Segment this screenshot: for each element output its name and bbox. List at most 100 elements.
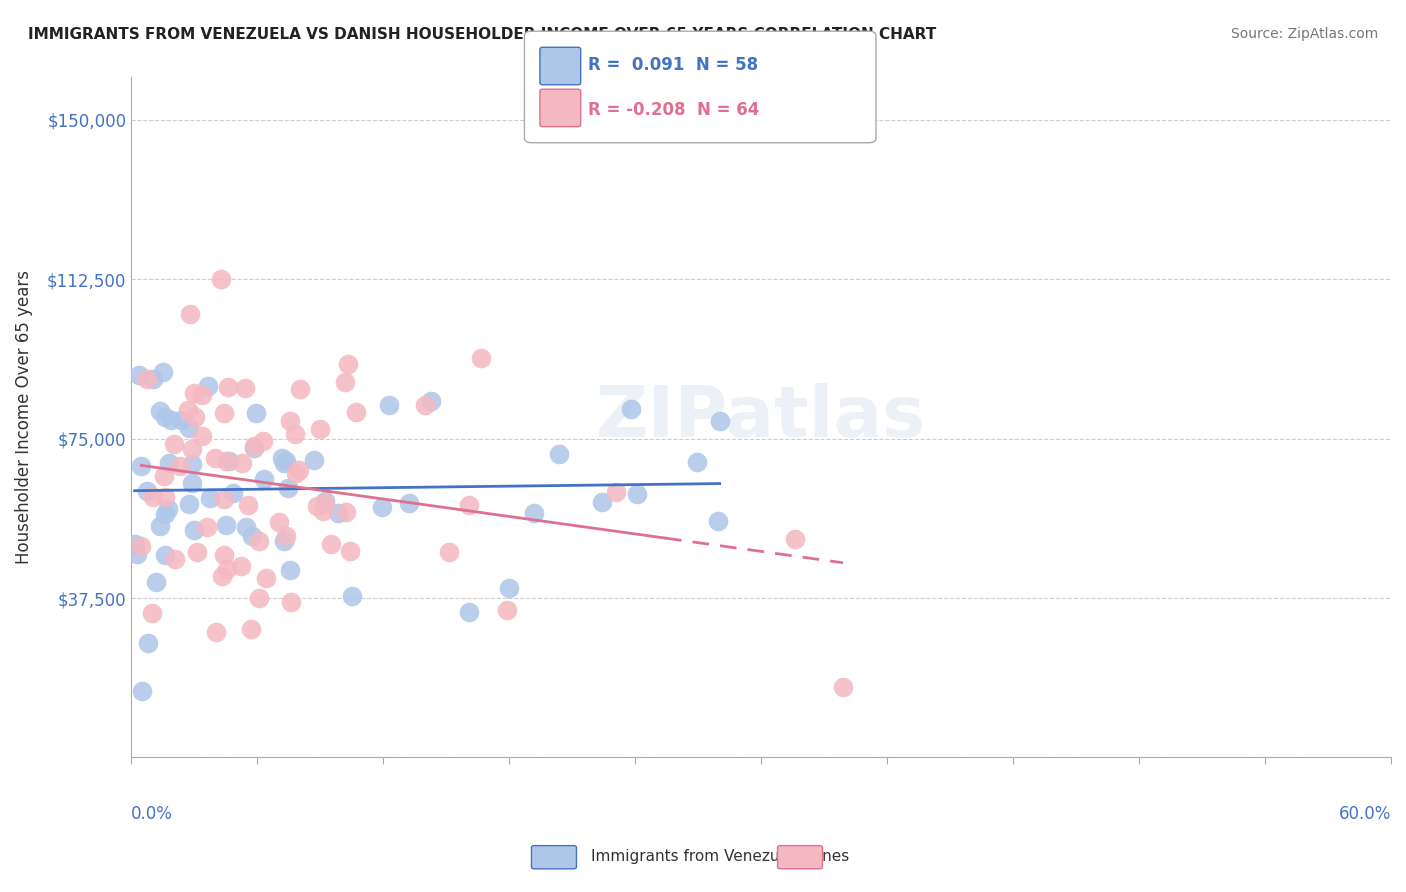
- Point: [339, 544, 361, 558]
- Point: [128, 368, 150, 382]
- Point: [335, 505, 357, 519]
- Point: [179, 307, 201, 321]
- Point: [707, 514, 730, 528]
- Point: [156, 501, 179, 516]
- Point: [686, 455, 709, 469]
- Point: [235, 520, 257, 534]
- Point: [243, 439, 266, 453]
- Point: [247, 591, 270, 606]
- Point: [152, 469, 174, 483]
- Point: [287, 463, 309, 477]
- Point: [314, 496, 336, 510]
- Point: [321, 537, 343, 551]
- Point: [312, 503, 335, 517]
- Text: 0.0%: 0.0%: [131, 805, 173, 823]
- Point: [278, 414, 301, 428]
- Point: [274, 454, 297, 468]
- Point: [212, 406, 235, 420]
- Point: [254, 571, 277, 585]
- Point: [217, 380, 239, 394]
- Point: [231, 558, 253, 573]
- Point: [284, 427, 307, 442]
- Point: [179, 421, 201, 435]
- Point: [344, 405, 367, 419]
- Point: [215, 453, 238, 467]
- Point: [278, 563, 301, 577]
- Point: [302, 452, 325, 467]
- Point: [252, 434, 274, 448]
- Point: [620, 401, 643, 416]
- Text: IMMIGRANTS FROM VENEZUELA VS DANISH HOUSEHOLDER INCOME OVER 65 YEARS CORRELATION: IMMIGRANTS FROM VENEZUELA VS DANISH HOUS…: [28, 27, 936, 42]
- Point: [470, 351, 492, 365]
- Point: [211, 569, 233, 583]
- Point: [215, 562, 238, 576]
- Point: [149, 403, 172, 417]
- Point: [218, 454, 240, 468]
- Text: Source: ZipAtlas.com: Source: ZipAtlas.com: [1230, 27, 1378, 41]
- Point: [333, 375, 356, 389]
- Point: [231, 456, 253, 470]
- Point: [269, 515, 291, 529]
- Text: ZIPatlas: ZIPatlas: [596, 383, 927, 452]
- Point: [209, 272, 232, 286]
- Point: [496, 602, 519, 616]
- Point: [142, 491, 165, 505]
- Point: [155, 410, 177, 425]
- Text: R = -0.208  N = 64: R = -0.208 N = 64: [588, 101, 759, 119]
- Point: [145, 575, 167, 590]
- Point: [163, 551, 186, 566]
- Point: [273, 533, 295, 548]
- Point: [378, 398, 401, 412]
- Point: [190, 429, 212, 443]
- Point: [605, 485, 627, 500]
- Point: [270, 451, 292, 466]
- Point: [163, 437, 186, 451]
- Point: [247, 533, 270, 548]
- Point: [138, 636, 160, 650]
- Point: [135, 484, 157, 499]
- Point: [832, 680, 855, 694]
- Point: [153, 548, 176, 562]
- Point: [177, 497, 200, 511]
- Point: [308, 422, 330, 436]
- Point: [186, 545, 208, 559]
- Point: [205, 624, 228, 639]
- Point: [136, 372, 159, 386]
- Point: [170, 413, 193, 427]
- Point: [183, 386, 205, 401]
- Point: [129, 458, 152, 473]
- Point: [153, 490, 176, 504]
- Point: [314, 493, 336, 508]
- Y-axis label: Householder Income Over 65 years: Householder Income Over 65 years: [15, 270, 32, 565]
- Point: [326, 506, 349, 520]
- Text: 60.0%: 60.0%: [1339, 805, 1391, 823]
- Point: [181, 475, 204, 490]
- Point: [245, 406, 267, 420]
- Point: [458, 498, 481, 512]
- Point: [626, 487, 648, 501]
- Point: [240, 622, 263, 636]
- Point: [235, 381, 257, 395]
- Point: [177, 403, 200, 417]
- Point: [709, 414, 731, 428]
- Point: [342, 589, 364, 603]
- Point: [181, 458, 204, 472]
- Point: [183, 523, 205, 537]
- Point: [253, 472, 276, 486]
- Point: [214, 491, 236, 506]
- Point: [195, 519, 218, 533]
- Point: [273, 456, 295, 470]
- Point: [243, 441, 266, 455]
- Point: [184, 410, 207, 425]
- Point: [197, 378, 219, 392]
- Point: [149, 519, 172, 533]
- Point: [277, 482, 299, 496]
- Point: [153, 508, 176, 522]
- Point: [276, 529, 298, 543]
- Text: Immigrants from Venezuela: Immigrants from Venezuela: [591, 849, 803, 863]
- Point: [131, 684, 153, 698]
- Point: [523, 507, 546, 521]
- Point: [437, 545, 460, 559]
- Point: [214, 548, 236, 562]
- Point: [198, 491, 221, 505]
